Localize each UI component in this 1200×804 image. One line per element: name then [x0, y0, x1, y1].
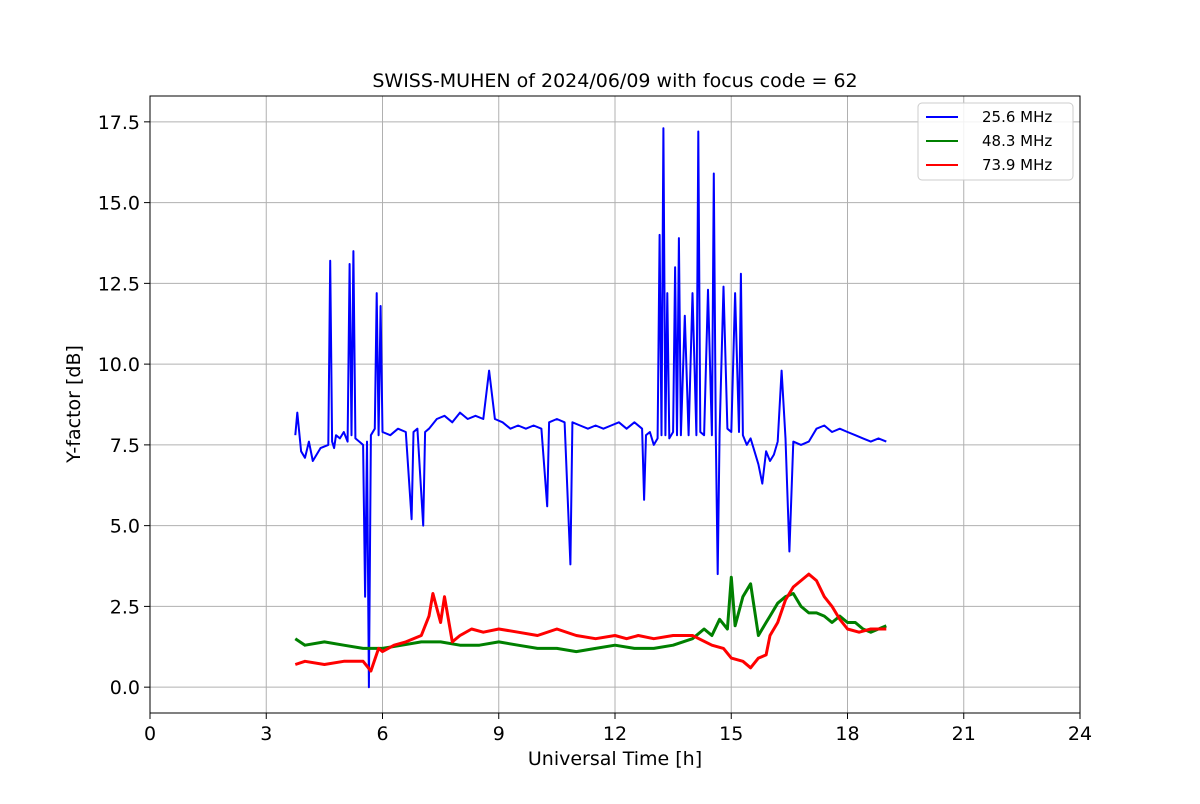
- x-tick-label: 3: [260, 723, 272, 745]
- y-tick-label: 2.5: [110, 596, 140, 618]
- grid-lines: [149, 96, 1081, 713]
- legend-box: [917, 102, 1074, 181]
- x-tick-label: 15: [719, 723, 743, 745]
- x-tick-label: 6: [376, 723, 388, 745]
- x-tick-label: 24: [1068, 723, 1092, 745]
- x-tick-label: 18: [835, 723, 859, 745]
- series-line-73-9-mhz: [294, 572, 887, 673]
- legend-label: 25.6 MHz: [982, 108, 1052, 126]
- x-tick-label: 21: [952, 723, 976, 745]
- axis-ticks: 0 3 6 9 12 15 18 21 24 0.0 2.5 5.0 7.5 10.0 12.5 15.0 17…: [98, 112, 1092, 745]
- plot-area: [294, 127, 887, 689]
- y-tick-label: 0.0: [110, 677, 140, 699]
- x-tick-label: 12: [603, 723, 627, 745]
- y-tick-label: 15.0: [98, 193, 140, 215]
- legend: 25.6 MHz 48.3 MHz 73.9 MHz: [917, 102, 1074, 181]
- chart-title: SWISS-MUHEN of 2024/06/09 with focus cod…: [372, 70, 857, 92]
- series-line-48-3-mhz: [294, 575, 887, 654]
- y-tick-label: 17.5: [98, 112, 140, 134]
- legend-label: 73.9 MHz: [982, 156, 1052, 174]
- x-tick-label: 9: [493, 723, 505, 745]
- y-tick-label: 10.0: [98, 354, 140, 376]
- series-line-25-6-mhz: [294, 127, 887, 689]
- x-axis-label: Universal Time [h]: [528, 748, 702, 770]
- legend-label: 48.3 MHz: [982, 132, 1052, 150]
- y-tick-label: 5.0: [110, 516, 140, 538]
- y-tick-label: 12.5: [98, 273, 140, 295]
- y-axis-label: Y-factor [dB]: [63, 345, 85, 464]
- x-tick-label: 0: [144, 723, 156, 745]
- y-tick-label: 7.5: [110, 435, 140, 457]
